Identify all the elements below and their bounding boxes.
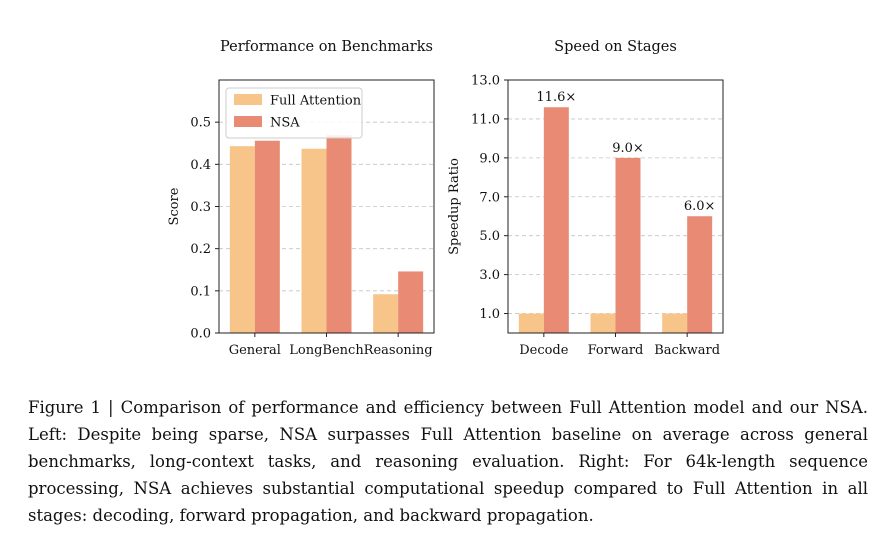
- legend-label: NSA: [270, 116, 300, 131]
- x-tick-label: Decode: [519, 343, 569, 358]
- y-tick-label: 3.0: [479, 268, 500, 283]
- y-tick-label: 0.1: [190, 284, 211, 299]
- y-tick-label: 0.5: [190, 116, 211, 131]
- benchmark-performance-chart: 0.0 0.1 0.2 0.3 0.4 0.5 General LongBench Reason…: [167, 39, 435, 358]
- y-tick-label: 1.0: [479, 307, 500, 322]
- bar-nsa: [687, 216, 713, 333]
- figure-charts: 0.0 0.1 0.2 0.3 0.4 0.5 General LongBench Reason…: [167, 39, 724, 358]
- bar-full-attention: [518, 313, 544, 333]
- y-tick-label: 11.0: [471, 112, 500, 127]
- bar-nsa: [615, 157, 641, 333]
- caption-text: Left: Despite being sparse, NSA surpasse…: [28, 425, 868, 525]
- y-tick-label: 7.0: [479, 190, 500, 205]
- y-tick-label: 0.0: [190, 327, 211, 342]
- x-tick-label: General: [229, 343, 281, 358]
- bar-nsa: [326, 135, 352, 333]
- bar-full-attention: [301, 148, 327, 333]
- y-tick-label: 13.0: [471, 74, 500, 89]
- bar-full-attention: [373, 294, 399, 333]
- x-tick-label: Backward: [654, 343, 720, 358]
- y-tick-label: 0.2: [190, 242, 211, 257]
- caption-label: Figure 1 | Comparison of performance and…: [28, 398, 868, 417]
- y-tick-label: 0.4: [190, 158, 211, 173]
- x-tick-label: Reasoning: [364, 343, 433, 358]
- stage-speedup-chart: 11.6× 9.0× 6.0× 1.0 3.0 5.0 7.0 9.0 11.0 13.0 Deco…: [447, 39, 724, 358]
- bar-full-attention: [229, 146, 255, 333]
- chart-title: Speed on Stages: [554, 39, 677, 55]
- legend-label: Full Attention: [270, 94, 362, 109]
- y-tick-label: 0.3: [190, 200, 211, 215]
- chart-title: Performance on Benchmarks: [220, 39, 433, 55]
- data-label: 9.0×: [612, 141, 644, 156]
- bar-nsa: [254, 140, 280, 333]
- x-tick-label: Forward: [588, 343, 644, 358]
- data-label: 6.0×: [684, 199, 716, 214]
- y-axis-label: Speedup Ratio: [447, 158, 462, 255]
- bar-nsa: [543, 107, 569, 333]
- legend-swatch-nsa: [234, 116, 262, 127]
- data-label: 11.6×: [536, 90, 576, 105]
- bar-nsa: [398, 271, 424, 333]
- x-tick-label: LongBench: [289, 343, 364, 358]
- figure-caption: Figure 1 | Comparison of performance and…: [28, 394, 868, 529]
- y-tick-label: 9.0: [479, 151, 500, 166]
- bar-full-attention: [662, 313, 688, 333]
- y-axis-label: Score: [167, 187, 182, 225]
- legend-swatch-full-attention: [234, 94, 262, 105]
- bar-full-attention: [590, 313, 616, 333]
- y-tick-label: 5.0: [479, 229, 500, 244]
